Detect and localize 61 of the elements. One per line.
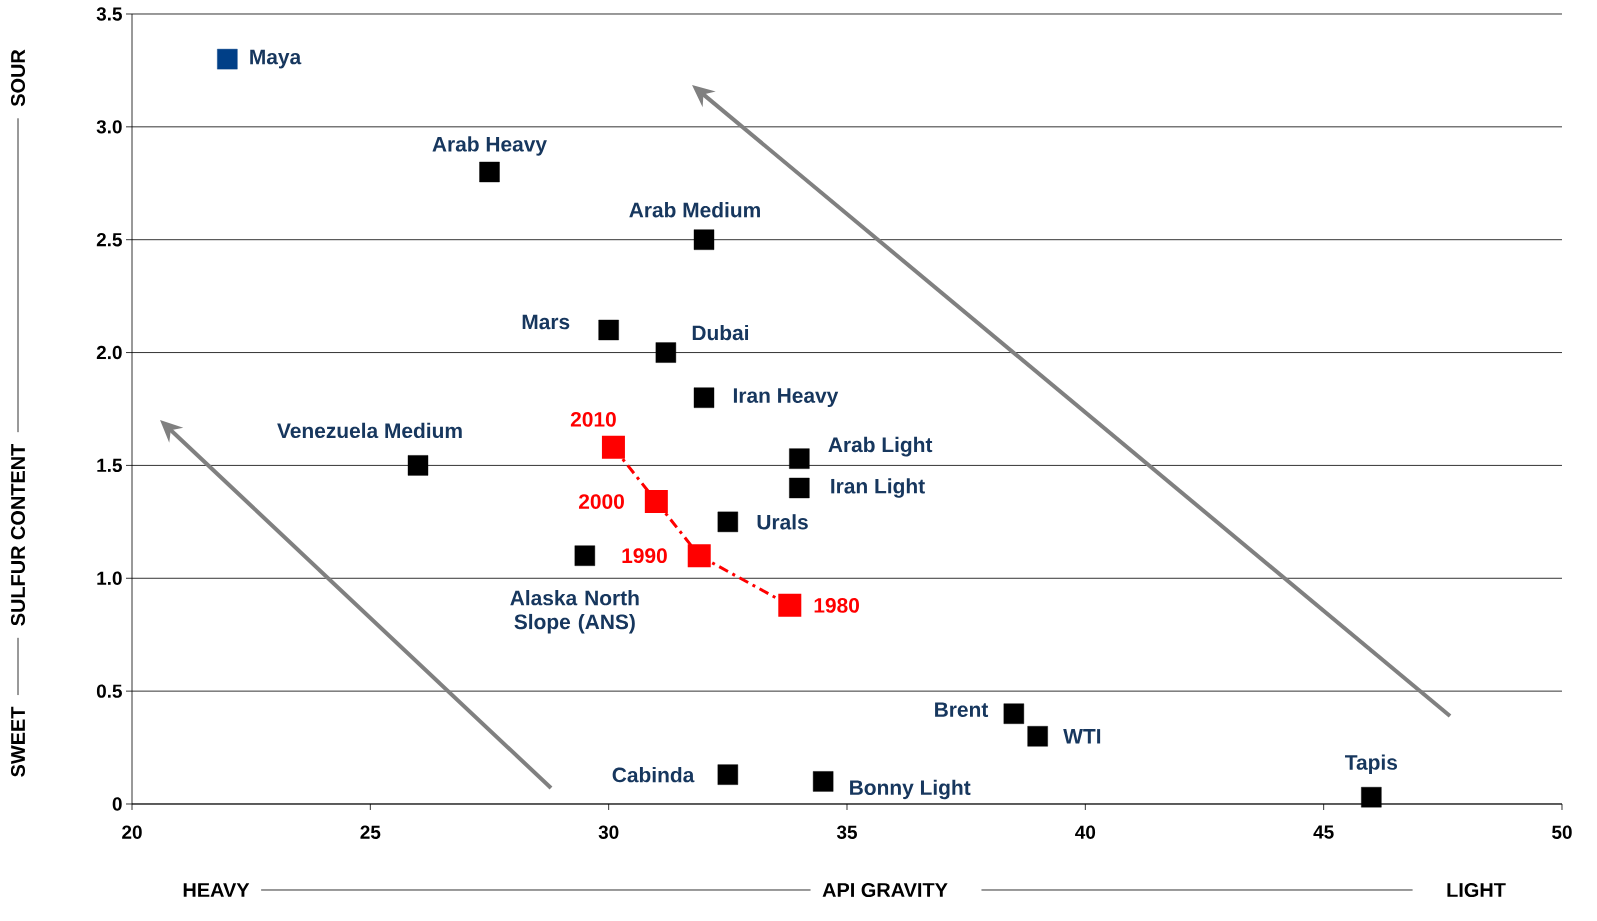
x-tick-label: 35 [836,825,857,839]
point [717,511,739,533]
point [1027,726,1048,747]
annotation: 2010 [570,411,616,427]
annotation: Mars [522,314,570,330]
y-tick-label: 3.5 [96,7,122,21]
annotation: Brent [935,702,989,718]
annotation: WTI [1063,729,1101,744]
annotation: Alaska North Slope (ANS) [510,590,639,634]
y-tick-label: 2.5 [96,233,122,247]
point [644,490,668,514]
annotation: Venezuela Medium [277,422,462,439]
point [693,387,715,408]
annotation: Bonny Light [850,779,971,800]
point [693,229,715,250]
point [479,161,500,183]
y-tick-label: 1.5 [97,458,122,473]
point [574,545,596,566]
annotation: Iran Heavy [733,388,839,408]
point [655,342,677,363]
annotation: Maya [250,49,302,69]
annotation: 2000 [578,494,624,509]
point [687,544,711,568]
x-tick-label: 45 [1313,825,1334,839]
annotation: 1990 [622,548,667,564]
point [217,48,238,70]
text: HEAVY [183,883,250,897]
point [1003,703,1025,724]
point [812,771,834,792]
point [778,593,802,617]
point [407,455,429,476]
annotation: Arab Heavy [432,136,547,156]
text: SOUR [10,49,26,107]
point [789,448,810,469]
y-tick-label: 3.0 [96,120,122,134]
x-tick-label: 40 [1075,825,1096,839]
annotation: Dubai [692,324,749,341]
y-tick-label: 0.5 [96,684,122,698]
annotation: Arab Medium [629,202,760,218]
y-axis-title: SULFUR CONTENT [10,443,26,626]
point [789,477,810,499]
annotation: 1980 [814,597,859,613]
x-tick-label: 20 [122,825,142,839]
y-tick-label: 2.0 [96,345,122,360]
point [717,764,739,785]
x-tick-label: 30 [598,825,619,839]
point [1361,787,1382,808]
x-tick-label: 50 [1552,825,1572,839]
annotation: Urals [757,514,808,530]
y-tick-label: 1.0 [97,571,122,585]
text: SWEET [10,706,26,777]
y-tick-label: 0 [112,797,122,811]
annotation: Tapis [1345,754,1398,774]
annotation: Arab Light [828,436,933,457]
annotation: Cabinda [612,766,695,783]
x-axis-title: API GRAVITY [822,882,948,898]
point [601,435,625,459]
point [598,319,619,341]
text: LIGHT [1447,882,1506,898]
x-tick-label: 25 [360,825,381,839]
annotation: Iran Light [831,478,925,498]
